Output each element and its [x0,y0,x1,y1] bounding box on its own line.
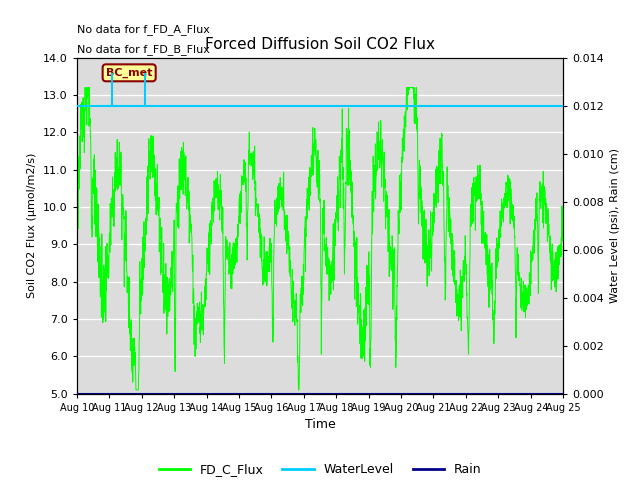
Y-axis label: Soil CO2 Flux (μmol/m2/s): Soil CO2 Flux (μmol/m2/s) [28,153,38,298]
Title: Forced Diffusion Soil CO2 Flux: Forced Diffusion Soil CO2 Flux [205,37,435,52]
X-axis label: Time: Time [305,418,335,431]
Text: BC_met: BC_met [106,68,152,78]
Text: No data for f_FD_A_Flux: No data for f_FD_A_Flux [77,24,210,35]
Legend: FD_C_Flux, WaterLevel, Rain: FD_C_Flux, WaterLevel, Rain [154,458,486,480]
Y-axis label: Water Level (psi), Rain (cm): Water Level (psi), Rain (cm) [609,148,620,303]
Text: No data for f_FD_B_Flux: No data for f_FD_B_Flux [77,44,210,55]
